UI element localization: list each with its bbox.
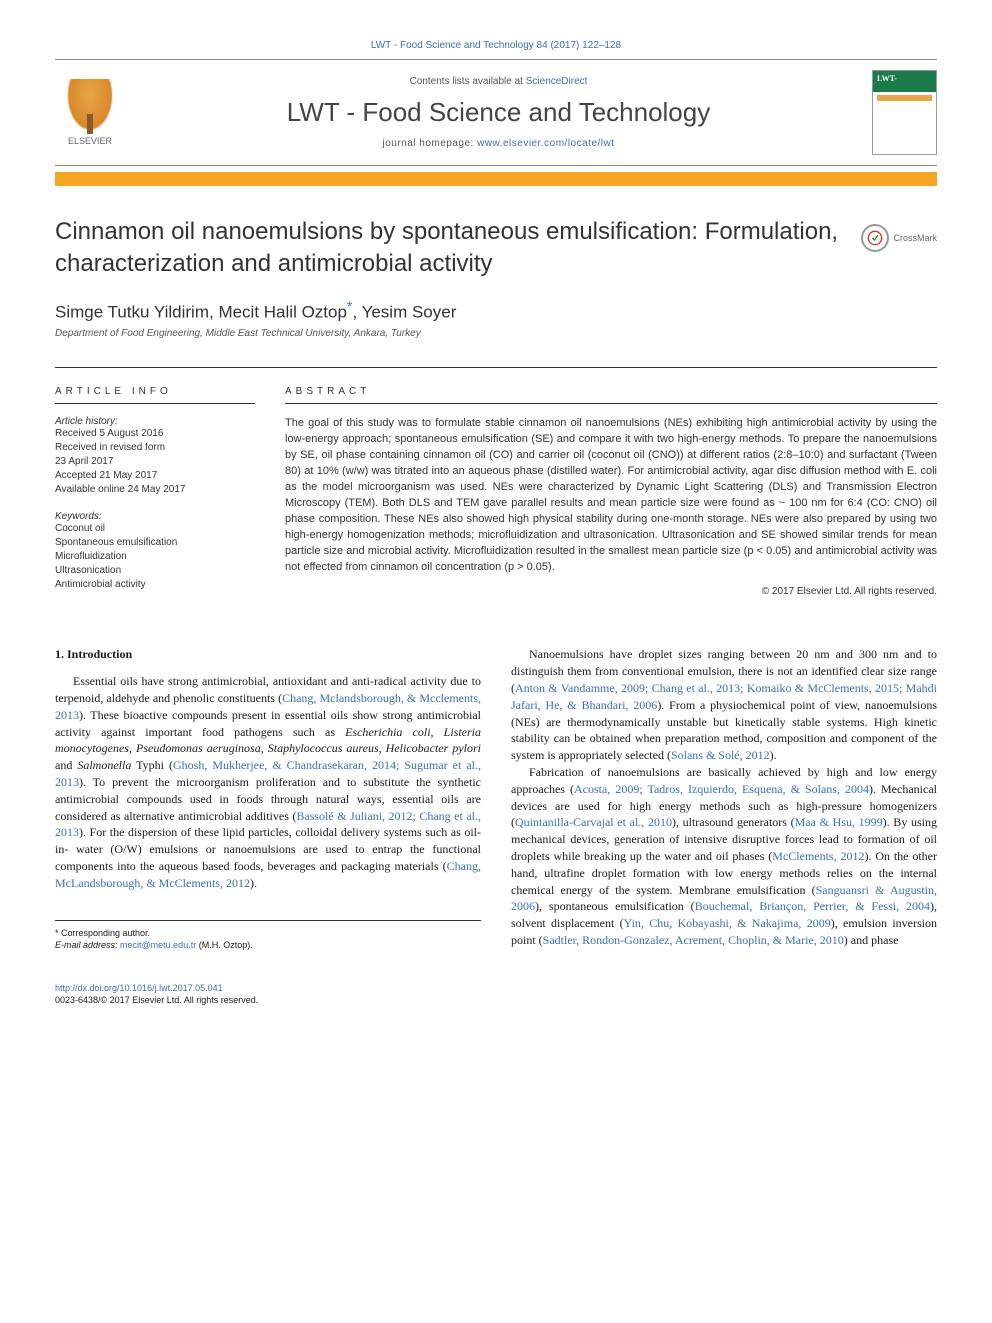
elsevier-logo[interactable]: ELSEVIER — [55, 73, 125, 153]
homepage-prefix: journal homepage: — [382, 138, 477, 149]
issn-line: 0023-6438/© 2017 Elsevier Ltd. All right… — [55, 994, 481, 1007]
title-row: Cinnamon oil nanoemulsions by spontaneou… — [55, 216, 937, 299]
contents-prefix: Contents lists available at — [410, 76, 526, 87]
info-abstract-row: ARTICLE INFO Article history: Received 5… — [55, 367, 937, 606]
doi-link[interactable]: http://dx.doi.org/10.1016/j.lwt.2017.05.… — [55, 983, 223, 993]
homepage-line: journal homepage: www.elsevier.com/locat… — [125, 138, 872, 149]
history-block: Article history: Received 5 August 2016R… — [55, 416, 255, 497]
sciencedirect-link[interactable]: ScienceDirect — [526, 76, 588, 87]
email-suffix: (M.H. Oztop). — [196, 940, 253, 950]
body-columns: 1. Introduction Essential oils have stro… — [55, 646, 937, 1007]
article-info: ARTICLE INFO Article history: Received 5… — [55, 386, 255, 606]
homepage-link[interactable]: www.elsevier.com/locate/lwt — [477, 138, 614, 149]
list-item: Received in revised form — [55, 441, 255, 455]
elsevier-logo-text: ELSEVIER — [68, 136, 112, 146]
journal-cover-thumb[interactable] — [872, 70, 937, 155]
header-band: ELSEVIER Contents lists available at Sci… — [55, 59, 937, 166]
corr-label: * Corresponding author. — [55, 927, 481, 940]
contents-line: Contents lists available at ScienceDirec… — [125, 76, 872, 87]
body-col-right: Nanoemulsions have droplet sizes ranging… — [511, 646, 937, 1007]
affiliation: Department of Food Engineering, Middle E… — [55, 328, 937, 339]
crossmark-label: CrossMark — [893, 233, 937, 243]
abstract: ABSTRACT The goal of this study was to f… — [285, 386, 937, 606]
corr-email-line: E-mail address: mecit@metu.edu.tr (M.H. … — [55, 939, 481, 952]
list-item: Available online 24 May 2017 — [55, 483, 255, 497]
list-item: Spontaneous emulsification — [55, 536, 255, 550]
article-info-heading: ARTICLE INFO — [55, 386, 255, 404]
keywords-lines: Coconut oilSpontaneous emulsificationMic… — [55, 522, 255, 592]
abstract-heading: ABSTRACT — [285, 386, 937, 404]
abstract-text: The goal of this study was to formulate … — [285, 416, 937, 575]
history-lines: Received 5 August 2016Received in revise… — [55, 427, 255, 497]
intro-p2: Nanoemulsions have droplet sizes ranging… — [511, 646, 937, 764]
list-item: Ultrasonication — [55, 564, 255, 578]
corr-footer: * Corresponding author. E-mail address: … — [55, 920, 481, 952]
history-label: Article history: — [55, 416, 255, 427]
keywords-label: Keywords: — [55, 511, 255, 522]
corr-email-link[interactable]: mecit@metu.edu.tr — [120, 940, 196, 950]
accent-bar — [55, 172, 937, 186]
header-center: Contents lists available at ScienceDirec… — [125, 76, 872, 149]
doi-block: http://dx.doi.org/10.1016/j.lwt.2017.05.… — [55, 982, 481, 1007]
keywords-block: Keywords: Coconut oilSpontaneous emulsif… — [55, 511, 255, 592]
crossmark-badge[interactable]: CrossMark — [861, 224, 937, 252]
list-item: 23 April 2017 — [55, 455, 255, 469]
email-label: E-mail address: — [55, 940, 120, 950]
authors: Simge Tutku Yildirim, Mecit Halil Oztop*… — [55, 299, 937, 323]
journal-name: LWT - Food Science and Technology — [125, 97, 872, 128]
article-title: Cinnamon oil nanoemulsions by spontaneou… — [55, 216, 841, 281]
page-root: LWT - Food Science and Technology 84 (20… — [0, 0, 992, 1057]
list-item: Accepted 21 May 2017 — [55, 469, 255, 483]
abstract-copyright: © 2017 Elsevier Ltd. All rights reserved… — [285, 586, 937, 597]
intro-p3: Fabrication of nanoemulsions are basical… — [511, 764, 937, 949]
list-item: Microfluidization — [55, 550, 255, 564]
list-item: Antimicrobial activity — [55, 578, 255, 592]
list-item: Received 5 August 2016 — [55, 427, 255, 441]
header-citation: LWT - Food Science and Technology 84 (20… — [55, 40, 937, 51]
crossmark-icon — [861, 224, 889, 252]
intro-p1: Essential oils have strong antimicrobial… — [55, 673, 481, 891]
body-col-left: 1. Introduction Essential oils have stro… — [55, 646, 481, 1007]
elsevier-tree-icon — [65, 79, 115, 134]
section-heading: 1. Introduction — [55, 646, 481, 663]
list-item: Coconut oil — [55, 522, 255, 536]
